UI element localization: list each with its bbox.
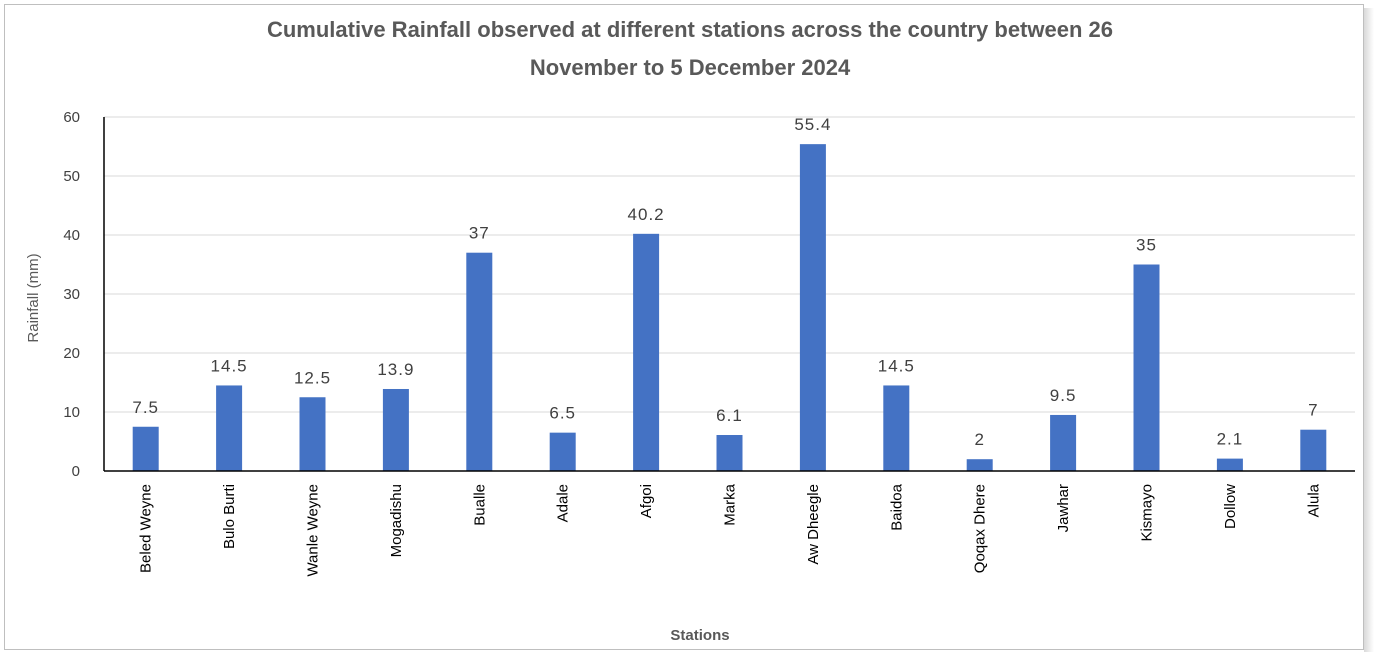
y-tick-label: 40 xyxy=(63,227,80,244)
bar-alula xyxy=(1300,429,1327,471)
data-label: 12.5 xyxy=(294,368,331,387)
bar-dollow xyxy=(1216,458,1243,471)
y-tick-label: 30 xyxy=(63,286,80,303)
category-label: Aw Dheegle xyxy=(805,484,822,565)
category-label: Beled Weyne xyxy=(138,484,155,573)
bar-afgoi xyxy=(633,233,660,471)
y-tick-label: 60 xyxy=(63,109,80,126)
category-label: Mogadishu xyxy=(388,484,405,557)
y-tick-label: 50 xyxy=(63,168,80,185)
data-label: 2.1 xyxy=(1217,430,1244,449)
bar-bualle xyxy=(466,252,493,471)
bar-qoqax-dhere xyxy=(966,459,993,471)
y-tick-label: 10 xyxy=(63,404,80,421)
bar-bulo-burti xyxy=(216,385,243,471)
data-label: 7 xyxy=(1308,401,1318,420)
data-label: 40.2 xyxy=(628,205,665,224)
bar-aw-dheegle xyxy=(799,144,826,471)
data-label: 37 xyxy=(469,224,490,243)
bar-wanle-weyne xyxy=(299,397,326,471)
data-label: 14.5 xyxy=(878,356,915,375)
category-label: Bualle xyxy=(471,484,488,526)
bar-marka xyxy=(716,435,743,471)
chart-title-line-1: Cumulative Rainfall observed at differen… xyxy=(267,17,1113,42)
category-label: Afgoi xyxy=(638,484,655,518)
category-label: Bulo Burti xyxy=(221,484,238,549)
y-tick-label: 0 xyxy=(72,463,80,480)
y-axis-ticks: 0 10 20 30 40 50 60 xyxy=(63,109,80,480)
bar-beled-weyne xyxy=(132,426,159,471)
category-label: Qoqax Dhere xyxy=(972,484,989,573)
category-label: Jawhar xyxy=(1055,484,1072,532)
data-label: 2 xyxy=(974,430,984,449)
bars xyxy=(132,144,1327,471)
category-label: Adale xyxy=(555,484,572,522)
data-label: 14.5 xyxy=(211,356,248,375)
category-label: Wanle Weyne xyxy=(305,484,322,577)
bar-baidoa xyxy=(883,385,910,471)
data-label: 13.9 xyxy=(377,360,414,379)
data-label: 55.4 xyxy=(794,115,831,134)
chart-title-line-2: November to 5 December 2024 xyxy=(530,55,851,80)
x-axis-title: Stations xyxy=(670,627,729,644)
gridlines xyxy=(104,116,1355,413)
data-label: 9.5 xyxy=(1050,386,1077,405)
data-label: 6.1 xyxy=(716,406,743,425)
bar-jawhar xyxy=(1050,414,1077,471)
category-label: Dollow xyxy=(1222,484,1239,529)
category-label: Baidoa xyxy=(888,483,905,530)
category-label: Marka xyxy=(722,483,739,525)
data-label: 35 xyxy=(1136,236,1157,255)
data-label: 7.5 xyxy=(132,398,159,417)
category-label: Alula xyxy=(1305,483,1322,517)
category-label: Kismayo xyxy=(1139,484,1156,542)
bar-mogadishu xyxy=(382,388,409,471)
data-label: 6.5 xyxy=(549,404,576,423)
data-labels: 7.5 14.5 12.5 13.9 37 6.5 40.2 6.1 55.4 14.5 2 9.5 3… xyxy=(132,115,1318,449)
y-axis-title: Rainfall (mm) xyxy=(25,253,42,342)
bar-adale xyxy=(549,432,576,471)
y-tick-label: 20 xyxy=(63,345,80,362)
x-axis-categories: Beled Weyne Bulo Burti Wanle Weyne Mogadish… xyxy=(138,483,1323,576)
frame-shadow xyxy=(1364,8,1374,652)
bar-kismayo xyxy=(1133,264,1160,471)
